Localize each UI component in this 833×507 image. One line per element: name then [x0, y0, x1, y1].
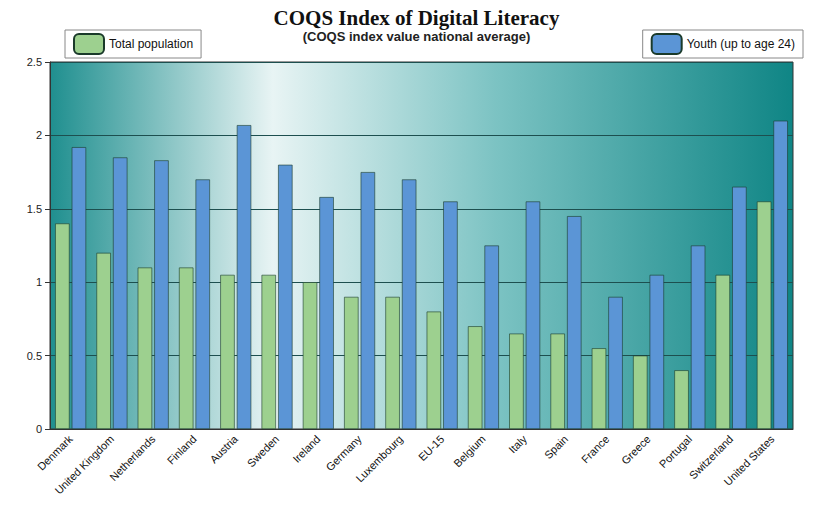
svg-text:0: 0: [36, 423, 42, 435]
svg-text:Portugal: Portugal: [657, 433, 694, 470]
svg-text:Spain: Spain: [542, 433, 570, 461]
svg-text:United Kingdom: United Kingdom: [52, 433, 116, 497]
svg-text:EU-15: EU-15: [416, 433, 447, 464]
svg-text:Finland: Finland: [165, 433, 199, 467]
svg-text:Ireland: Ireland: [290, 433, 322, 465]
svg-text:COQS Index of Digital Literacy: COQS Index of Digital Literacy: [274, 6, 560, 30]
svg-text:Youth (up to age 24): Youth (up to age 24): [687, 37, 795, 51]
svg-text:Belgium: Belgium: [451, 433, 488, 470]
svg-text:Germany: Germany: [323, 432, 364, 473]
svg-text:Netherlands: Netherlands: [107, 432, 158, 483]
svg-text:Total population: Total population: [109, 37, 193, 51]
svg-text:Greece: Greece: [619, 433, 653, 467]
svg-text:France: France: [579, 433, 612, 466]
svg-text:2: 2: [36, 129, 42, 141]
svg-text:Luxembourg: Luxembourg: [353, 433, 405, 485]
svg-text:1.5: 1.5: [27, 203, 42, 215]
svg-text:Sweden: Sweden: [245, 433, 282, 470]
svg-text:Switzerland: Switzerland: [686, 432, 736, 482]
svg-text:Denmark: Denmark: [35, 432, 75, 472]
svg-text:1: 1: [36, 276, 42, 288]
svg-text:0.5: 0.5: [27, 350, 42, 362]
svg-text:United States: United States: [721, 432, 776, 487]
svg-text:2.5: 2.5: [27, 56, 42, 68]
svg-text:Italy: Italy: [506, 432, 529, 455]
svg-text:Austria: Austria: [207, 432, 240, 465]
svg-text:(COQS index value national ave: (COQS index value national average): [303, 29, 531, 44]
